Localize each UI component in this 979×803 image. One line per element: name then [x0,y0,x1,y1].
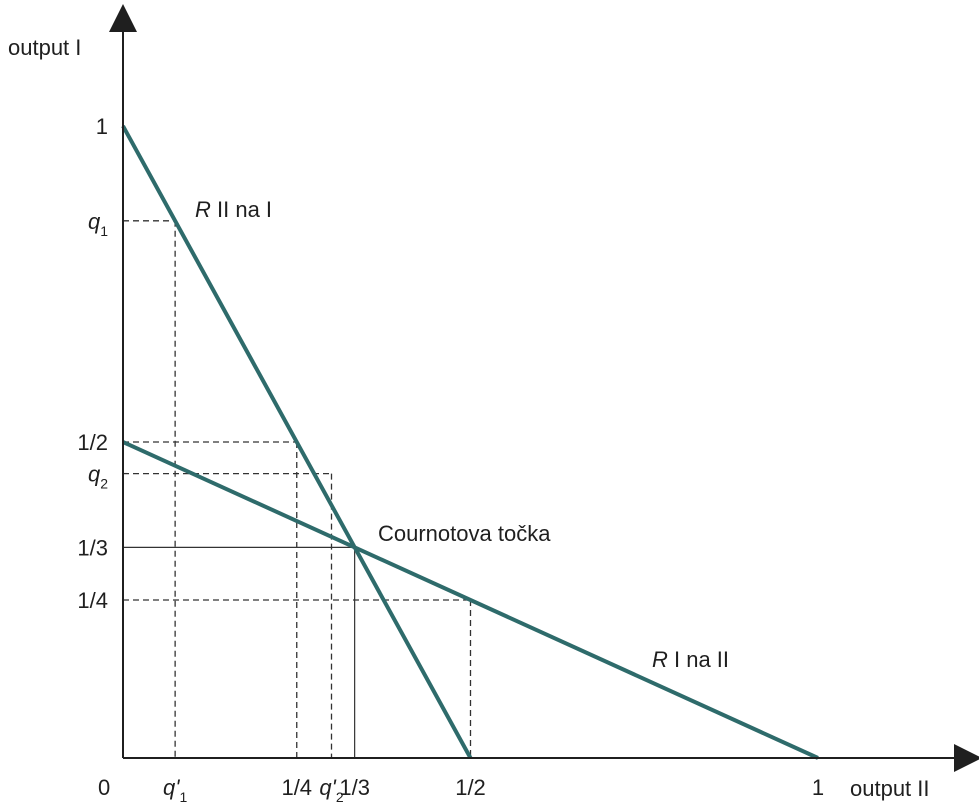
reaction-curve-r-i-na-ii [122,440,819,760]
cournot-point-label: Cournotova točka [378,521,551,546]
x-tick-label-5: 1 [812,775,824,800]
curve-label-r-ii-na-i: R II na I [195,197,272,222]
y-tick-label-2: 1/2 [77,430,108,455]
y-tick-labels: 1 q1 1/2 q2 1/3 1/4 [77,114,108,613]
origin-label: 0 [98,775,110,800]
x-axis-label: output II [850,776,930,801]
x-tick-label-3: 1/3 [339,775,370,800]
y-axis-label: output I [8,35,81,60]
x-tick-labels: q'1 1/4 q'21/3 1/2 1 [163,775,824,803]
y-tick-label-3: q2 [88,462,108,492]
curve-label-r-i-na-ii: R I na II [652,647,729,672]
curve-label-r-i-na-ii-italic: R [652,647,668,672]
x-tick-label-4: 1/2 [455,775,486,800]
y-tick-label-4: 1/3 [77,535,108,560]
x-tick-label-1: 1/4 [281,775,312,800]
guide-lines [123,220,472,758]
y-tick-label-0: 1 [96,114,108,139]
reaction-curve-r-ii-na-i [121,125,473,759]
x-tick-label-0: q'1 [163,775,187,803]
y-tick-label-5: 1/4 [77,588,108,613]
y-tick-label-1: q1 [88,209,108,239]
x-tick-label-2: q'2 [319,775,343,803]
curve-label-r-ii-na-i-italic: R [195,197,211,222]
curve-label-r-ii-na-i-rest: II na I [211,197,272,222]
curve-label-r-i-na-ii-rest: I na II [668,647,729,672]
